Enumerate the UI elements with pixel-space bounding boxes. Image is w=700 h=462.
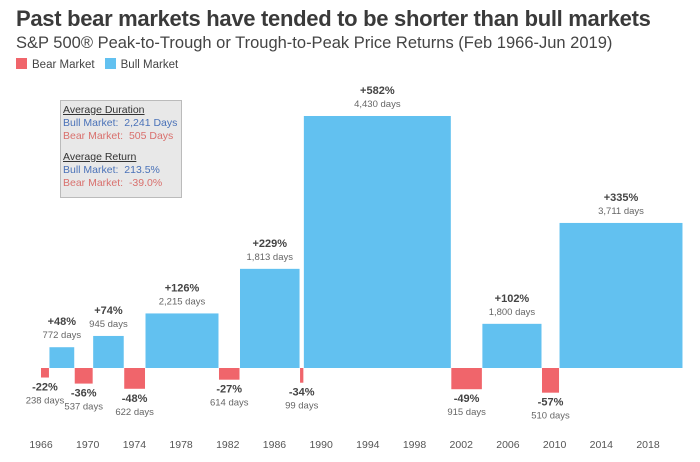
- days-label: 622 days: [115, 407, 154, 418]
- x-tick-label: 1998: [403, 439, 427, 451]
- days-label: 945 days: [89, 319, 128, 330]
- x-tick-label: 1982: [216, 439, 240, 451]
- bull-bar: [49, 347, 75, 368]
- x-tick-label: 1974: [123, 439, 147, 451]
- days-label: 238 days: [26, 396, 65, 407]
- return-label: -48%: [122, 393, 148, 405]
- return-label: -57%: [538, 397, 564, 409]
- days-label: 510 days: [531, 411, 570, 422]
- days-label: 99 days: [285, 401, 319, 412]
- x-tick-label: 1990: [309, 439, 333, 451]
- return-label: +102%: [495, 293, 530, 305]
- return-label: +74%: [94, 305, 123, 317]
- return-label: +582%: [360, 85, 395, 97]
- return-heading: Average Return: [63, 151, 137, 163]
- bull-bar: [482, 323, 542, 368]
- return-label: +229%: [252, 238, 287, 250]
- bear-bar: [41, 368, 49, 378]
- legend: Bear Market Bull Market: [16, 58, 178, 71]
- bull-return: Bull Market: 213.5%: [63, 164, 160, 176]
- days-label: 2,215 days: [159, 296, 206, 307]
- bull-bar: [93, 335, 124, 368]
- duration-heading: Average Duration: [63, 104, 145, 116]
- x-tick-label: 2002: [450, 439, 474, 451]
- bear-bar: [451, 368, 482, 390]
- days-label: 537 days: [64, 402, 103, 413]
- days-label: 1,800 days: [489, 307, 536, 318]
- x-tick-label: 2014: [590, 439, 614, 451]
- legend-item-bear: Bear Market: [16, 58, 95, 71]
- bear-bar: [124, 368, 146, 389]
- bear-swatch: [16, 58, 27, 69]
- chart-title: Past bear markets have tended to be shor…: [16, 6, 651, 31]
- bull-bar: [303, 115, 451, 368]
- bear-bar: [542, 368, 560, 393]
- chart-subtitle: S&P 500® Peak-to-Trough or Trough-to-Pea…: [16, 34, 613, 52]
- bear-bar: [74, 368, 93, 384]
- bull-swatch: [104, 58, 116, 69]
- x-tick-label: 2006: [496, 439, 520, 451]
- bear-bar: [300, 368, 304, 383]
- days-label: 614 days: [210, 398, 249, 409]
- return-label: -27%: [216, 384, 242, 396]
- return-label: -36%: [71, 388, 97, 400]
- x-tick-label: 1986: [263, 439, 287, 451]
- return-label: -22%: [32, 382, 58, 394]
- x-tick-label: 1978: [169, 439, 193, 451]
- x-tick-label: 1994: [356, 439, 380, 451]
- return-label: -34%: [289, 387, 315, 399]
- days-label: 915 days: [447, 407, 486, 418]
- summary-box: Average Duration Bull Market: 2,241 Days…: [60, 100, 182, 198]
- days-label: 772 days: [43, 330, 82, 341]
- x-tick-label: 1970: [76, 439, 100, 451]
- bull-bar: [145, 313, 219, 368]
- legend-item-bull: Bull Market: [104, 58, 179, 71]
- return-label: +335%: [604, 192, 639, 204]
- x-tick-label: 2018: [636, 439, 660, 451]
- days-label: 1,813 days: [247, 252, 294, 263]
- return-label: +126%: [165, 282, 200, 294]
- return-label: +48%: [48, 316, 77, 328]
- bear-bar: [218, 368, 240, 380]
- days-label: 4,430 days: [354, 99, 401, 110]
- bear-return: Bear Market: -39.0%: [63, 177, 163, 189]
- bull-bar: [559, 222, 683, 368]
- legend-label: Bull Market: [120, 59, 179, 71]
- bull-bar: [239, 268, 300, 368]
- bull-duration: Bull Market: 2,241 Days: [63, 117, 178, 129]
- return-label: -49%: [454, 393, 480, 405]
- bear-duration: Bear Market: 505 Days: [63, 130, 174, 142]
- legend-label: Bear Market: [32, 59, 95, 71]
- x-tick-label: 2010: [543, 439, 567, 451]
- x-tick-label: 1966: [29, 439, 53, 451]
- days-label: 3,711 days: [598, 206, 644, 217]
